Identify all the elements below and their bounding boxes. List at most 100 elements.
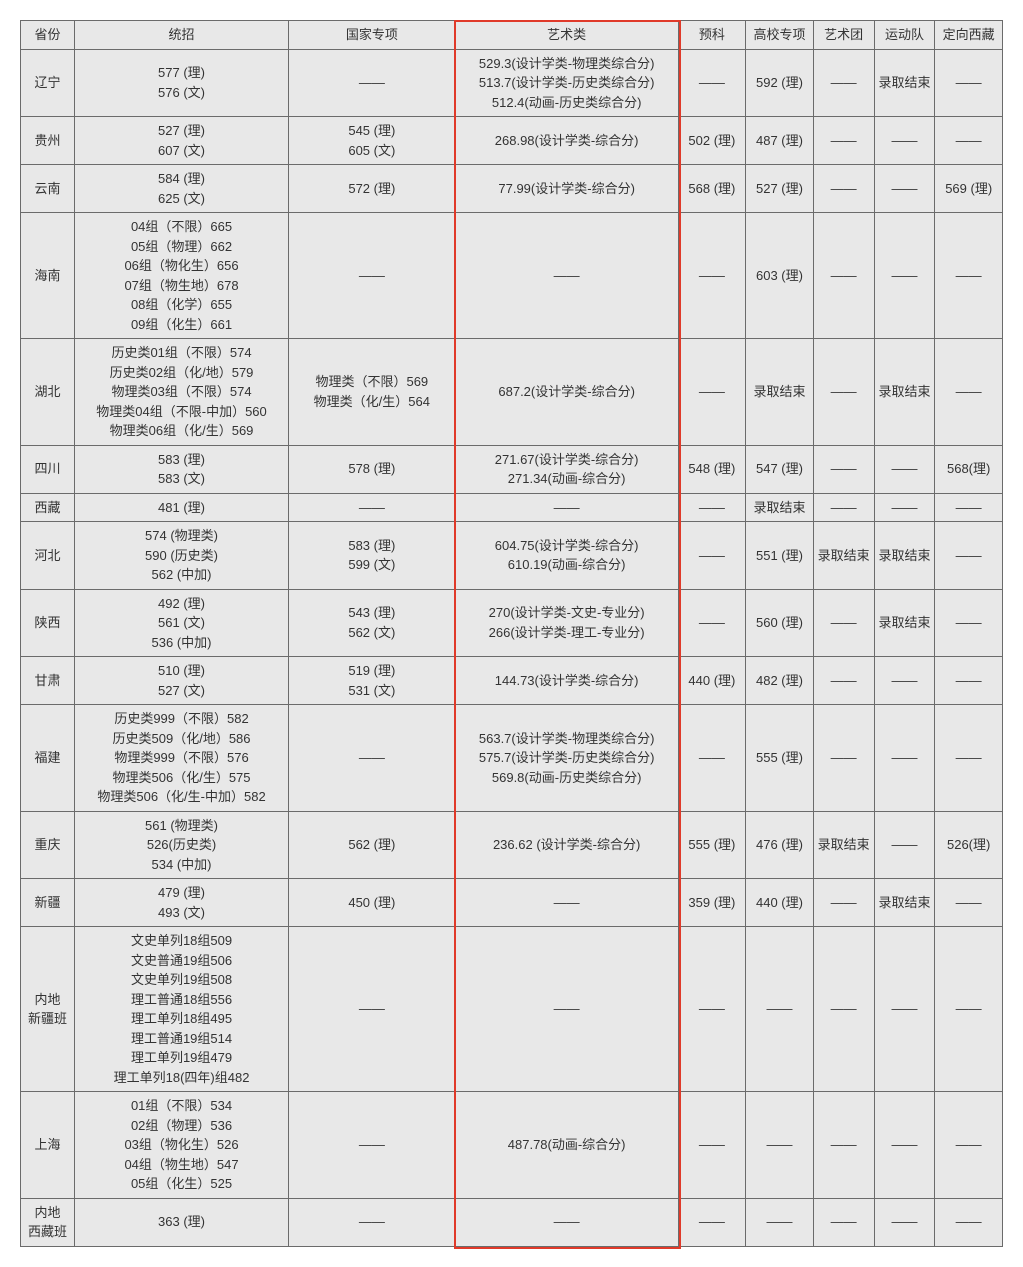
cell-gaoxiaozhuanxiang: 603 (理) bbox=[746, 213, 814, 339]
cell-gaoxiaozhuanxiang: 592 (理) bbox=[746, 49, 814, 117]
cell-tongzhao: 561 (物理类)526(历史类)534 (中加) bbox=[75, 811, 289, 879]
cell-yuke: 440 (理) bbox=[678, 657, 746, 705]
cell-tongzhao: 492 (理)561 (文)536 (中加) bbox=[75, 589, 289, 657]
cell-gaoxiaozhuanxiang: 482 (理) bbox=[746, 657, 814, 705]
cell-yishutuan: —— bbox=[813, 49, 874, 117]
cell-yishutuan: 录取结束 bbox=[813, 811, 874, 879]
cell-dingxiangxizang: —— bbox=[935, 705, 1003, 812]
table-body: 辽宁577 (理)576 (文) —— 529.3(设计学类-物理类综合分)513.… bbox=[21, 49, 1003, 1246]
cell-guojiazhuanxiang: —— bbox=[289, 213, 456, 339]
cell-yundongdui: —— bbox=[874, 1198, 935, 1246]
cell-gaoxiaozhuanxiang: 551 (理) bbox=[746, 522, 814, 590]
cell-yishulei: 144.73(设计学类-综合分) bbox=[455, 657, 678, 705]
cell-gaoxiaozhuanxiang: —— bbox=[746, 1198, 814, 1246]
cell-guojiazhuanxiang: —— bbox=[289, 1092, 456, 1199]
table-row: 内地新疆班文史单列18组509文史普通19组506文史单列19组508理工普通1… bbox=[21, 927, 1003, 1092]
cell-province: 西藏 bbox=[21, 493, 75, 522]
cell-yuke: —— bbox=[678, 493, 746, 522]
cell-dingxiangxizang: —— bbox=[935, 657, 1003, 705]
header-gaoxiaozhuanxiang: 高校专项 bbox=[746, 21, 814, 50]
cell-yishulei: 77.99(设计学类-综合分) bbox=[455, 165, 678, 213]
table-row: 贵州527 (理)607 (文)545 (理)605 (文)268.98(设计学… bbox=[21, 117, 1003, 165]
cell-tongzhao: 文史单列18组509文史普通19组506文史单列19组508理工普通18组556… bbox=[75, 927, 289, 1092]
cell-yishulei: 604.75(设计学类-综合分)610.19(动画-综合分) bbox=[455, 522, 678, 590]
cell-guojiazhuanxiang: —— bbox=[289, 1198, 456, 1246]
cell-province: 辽宁 bbox=[21, 49, 75, 117]
cell-province: 云南 bbox=[21, 165, 75, 213]
cell-yundongdui: —— bbox=[874, 165, 935, 213]
cell-gaoxiaozhuanxiang: 476 (理) bbox=[746, 811, 814, 879]
cell-dingxiangxizang: —— bbox=[935, 879, 1003, 927]
cell-yuke: —— bbox=[678, 927, 746, 1092]
cell-guojiazhuanxiang: 583 (理)599 (文) bbox=[289, 522, 456, 590]
table-wrapper: 省份 统招 国家专项 艺术类 预科 高校专项 艺术团 运动队 定向西藏 辽宁57… bbox=[20, 20, 1003, 1247]
cell-gaoxiaozhuanxiang: 录取结束 bbox=[746, 493, 814, 522]
header-row: 省份 统招 国家专项 艺术类 预科 高校专项 艺术团 运动队 定向西藏 bbox=[21, 21, 1003, 50]
cell-dingxiangxizang: —— bbox=[935, 493, 1003, 522]
cell-tongzhao: 584 (理)625 (文) bbox=[75, 165, 289, 213]
cell-yundongdui: —— bbox=[874, 493, 935, 522]
cell-gaoxiaozhuanxiang: —— bbox=[746, 1092, 814, 1199]
header-yishulei: 艺术类 bbox=[455, 21, 678, 50]
cell-yuke: —— bbox=[678, 1092, 746, 1199]
cell-province: 贵州 bbox=[21, 117, 75, 165]
cell-yishutuan: —— bbox=[813, 657, 874, 705]
cell-yishutuan: —— bbox=[813, 927, 874, 1092]
cell-tongzhao: 01组（不限）53402组（物理）53603组（物化生）52604组（物生地）5… bbox=[75, 1092, 289, 1199]
cell-province: 重庆 bbox=[21, 811, 75, 879]
cell-guojiazhuanxiang: 562 (理) bbox=[289, 811, 456, 879]
cell-yuke: —— bbox=[678, 589, 746, 657]
cell-yuke: —— bbox=[678, 1198, 746, 1246]
cell-guojiazhuanxiang: 物理类（不限）569物理类（化/生）564 bbox=[289, 339, 456, 446]
header-yuke: 预科 bbox=[678, 21, 746, 50]
cell-yishulei: 268.98(设计学类-综合分) bbox=[455, 117, 678, 165]
cell-yishulei: 529.3(设计学类-物理类综合分)513.7(设计学类-历史类综合分)512.… bbox=[455, 49, 678, 117]
cell-province: 四川 bbox=[21, 445, 75, 493]
cell-tongzhao: 510 (理)527 (文) bbox=[75, 657, 289, 705]
cell-province: 上海 bbox=[21, 1092, 75, 1199]
cell-yundongdui: 录取结束 bbox=[874, 339, 935, 446]
cell-yundongdui: —— bbox=[874, 117, 935, 165]
cell-yuke: —— bbox=[678, 339, 746, 446]
header-yundongdui: 运动队 bbox=[874, 21, 935, 50]
table-row: 福建历史类999（不限）582历史类509（化/地）586物理类999（不限）5… bbox=[21, 705, 1003, 812]
cell-gaoxiaozhuanxiang: 录取结束 bbox=[746, 339, 814, 446]
cell-yundongdui: 录取结束 bbox=[874, 522, 935, 590]
cell-yundongdui: —— bbox=[874, 657, 935, 705]
cell-guojiazhuanxiang: —— bbox=[289, 493, 456, 522]
cell-yishutuan: —— bbox=[813, 589, 874, 657]
cell-yundongdui: 录取结束 bbox=[874, 879, 935, 927]
cell-guojiazhuanxiang: —— bbox=[289, 705, 456, 812]
cell-guojiazhuanxiang: 450 (理) bbox=[289, 879, 456, 927]
cell-dingxiangxizang: 569 (理) bbox=[935, 165, 1003, 213]
cell-yishutuan: —— bbox=[813, 879, 874, 927]
cell-yishutuan: —— bbox=[813, 1092, 874, 1199]
cell-yishutuan: —— bbox=[813, 117, 874, 165]
table-row: 陕西492 (理)561 (文)536 (中加)543 (理)562 (文)27… bbox=[21, 589, 1003, 657]
table-row: 河北574 (物理类)590 (历史类)562 (中加)583 (理)599 (… bbox=[21, 522, 1003, 590]
cell-yundongdui: 录取结束 bbox=[874, 589, 935, 657]
cell-yishutuan: —— bbox=[813, 445, 874, 493]
cell-province: 陕西 bbox=[21, 589, 75, 657]
cell-province: 内地新疆班 bbox=[21, 927, 75, 1092]
cell-yishutuan: 录取结束 bbox=[813, 522, 874, 590]
cell-tongzhao: 583 (理)583 (文) bbox=[75, 445, 289, 493]
cell-yishutuan: —— bbox=[813, 339, 874, 446]
cell-yishutuan: —— bbox=[813, 213, 874, 339]
cell-tongzhao: 历史类01组（不限）574历史类02组（化/地）579物理类03组（不限）574… bbox=[75, 339, 289, 446]
cell-yishutuan: —— bbox=[813, 1198, 874, 1246]
cell-guojiazhuanxiang: —— bbox=[289, 927, 456, 1092]
cell-yuke: 568 (理) bbox=[678, 165, 746, 213]
table-row: 重庆561 (物理类)526(历史类)534 (中加)562 (理)236.62… bbox=[21, 811, 1003, 879]
cell-tongzhao: 577 (理)576 (文) bbox=[75, 49, 289, 117]
cell-yishulei: —— bbox=[455, 927, 678, 1092]
cell-tongzhao: 479 (理)493 (文) bbox=[75, 879, 289, 927]
cell-guojiazhuanxiang: 545 (理)605 (文) bbox=[289, 117, 456, 165]
cell-yishulei: 270(设计学类-文史-专业分)266(设计学类-理工-专业分) bbox=[455, 589, 678, 657]
cell-yishulei: 687.2(设计学类-综合分) bbox=[455, 339, 678, 446]
cell-province: 福建 bbox=[21, 705, 75, 812]
cell-yuke: 548 (理) bbox=[678, 445, 746, 493]
cell-dingxiangxizang: —— bbox=[935, 522, 1003, 590]
table-row: 辽宁577 (理)576 (文) —— 529.3(设计学类-物理类综合分)513.… bbox=[21, 49, 1003, 117]
admissions-table: 省份 统招 国家专项 艺术类 预科 高校专项 艺术团 运动队 定向西藏 辽宁57… bbox=[20, 20, 1003, 1247]
